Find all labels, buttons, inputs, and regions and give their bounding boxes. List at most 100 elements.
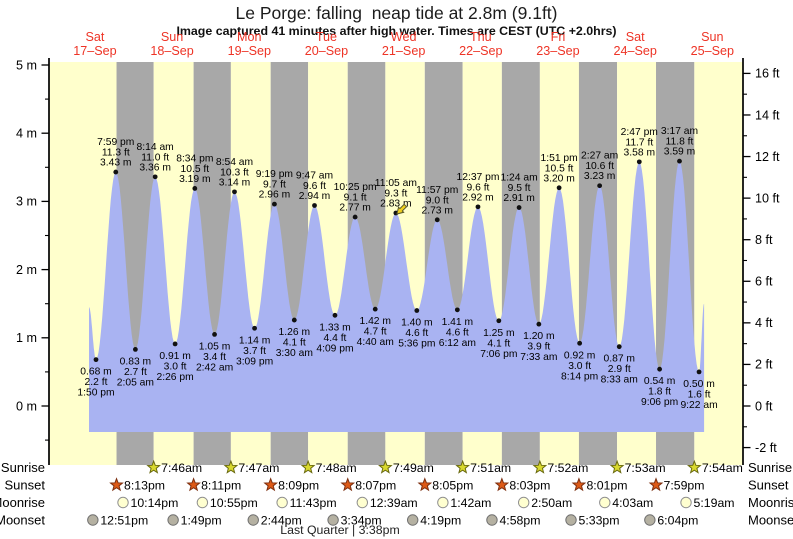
day-date-label: 20–Sep xyxy=(305,44,348,58)
moonset-time: 5:33pm xyxy=(579,513,620,527)
tide-high-label: 2:27 am xyxy=(581,151,618,162)
tide-high-label: 3.14 m xyxy=(219,177,250,188)
sunrise-star-icon xyxy=(455,459,470,474)
tide-low-label: 0.68 m xyxy=(80,367,111,378)
moonset-circle-icon xyxy=(167,514,179,526)
tide-high-label: 8:14 am xyxy=(137,142,174,153)
astro-row-label-left: Moonrise xyxy=(0,495,45,510)
moonrise-time: 4:03am xyxy=(612,496,653,510)
tide-low-point xyxy=(577,340,583,346)
day-name-label: Tue xyxy=(316,30,337,44)
tide-high-point xyxy=(192,186,198,191)
tide-low-label: 0.92 m xyxy=(564,350,595,361)
tide-high-label: 2.91 m xyxy=(503,193,534,204)
tide-low-label: 4.4 ft xyxy=(324,333,347,344)
tide-low-label: 3.0 ft xyxy=(164,361,187,372)
moonrise-circle-icon xyxy=(599,496,611,509)
sunset-star-icon xyxy=(571,477,587,492)
tide-high-label: 7:59 pm xyxy=(97,137,134,148)
tide-low-label: 3.0 ft xyxy=(568,361,591,372)
tide-low-label: 4:09 pm xyxy=(316,343,353,354)
day-date-label: 22–Sep xyxy=(459,44,502,58)
tide-high-label: 11:57 pm xyxy=(416,185,458,196)
astro-row-label-left: Moonset xyxy=(0,513,45,528)
moonset-circle-icon xyxy=(327,514,339,526)
astro-row-label-left: Sunset xyxy=(5,478,46,493)
tide-low-point xyxy=(414,308,420,313)
tide-high-label: 11.3 ft xyxy=(102,148,130,159)
sunset-star-icon xyxy=(109,477,124,492)
moonrise-time: 2:50am xyxy=(531,496,572,510)
tide-low-label: 1:50 pm xyxy=(77,388,114,399)
tide-area xyxy=(89,161,705,432)
day-name-label: Sat xyxy=(626,30,645,44)
tide-low-label: 1.14 m xyxy=(239,335,270,346)
tide-high-point xyxy=(516,205,522,210)
tide-low-label: 3:30 am xyxy=(276,348,313,359)
sunrise-star-icon xyxy=(223,459,239,474)
right-axis-tick-label: 12 ft xyxy=(755,150,780,164)
tide-low-label: 1.8 ft xyxy=(648,387,671,398)
tide-low-label: 1.41 m xyxy=(442,317,473,328)
tide-high-label: 8:34 pm xyxy=(176,153,213,164)
sunrise-time: 7:47am xyxy=(238,461,279,475)
day-name-label: Sun xyxy=(701,30,723,44)
tide-high-label: 2.94 m xyxy=(299,191,330,202)
tide-low-label: 0.54 m xyxy=(644,376,675,387)
tide-high-label: 9:19 pm xyxy=(256,169,293,180)
tide-high-label: 11:05 am xyxy=(375,178,417,189)
moonset-time: 1:49pm xyxy=(181,513,222,527)
left-axis-tick-label: 5 m xyxy=(16,58,37,72)
tide-low-label: 1.40 m xyxy=(401,318,432,329)
sunrise-star-icon xyxy=(300,459,316,474)
day-name-label: Sun xyxy=(161,30,183,44)
tide-low-point xyxy=(172,341,178,347)
tide-low-label: 1.6 ft xyxy=(688,389,711,400)
tide-high-point xyxy=(232,189,237,195)
sunset-time: 8:09pm xyxy=(278,478,319,492)
tide-high-label: 9.6 ft xyxy=(467,182,490,193)
moonset-time: 12:51pm xyxy=(100,513,148,527)
right-axis-tick-label: -2 ft xyxy=(755,441,777,455)
day-name-label: Fri xyxy=(551,30,566,44)
tide-high-label: 10:25 pm xyxy=(334,182,377,193)
tide-high-point xyxy=(312,203,317,208)
day-date-label: 19–Sep xyxy=(228,44,271,58)
tide-low-label: 4.6 ft xyxy=(405,328,428,339)
moonset-circle-icon xyxy=(247,514,259,526)
left-axis-tick-label: 4 m xyxy=(16,127,37,141)
tide-high-point xyxy=(152,174,158,180)
tide-high-point xyxy=(272,201,277,207)
sunset-time: 8:11pm xyxy=(201,478,241,492)
tide-low-label: 2.7 ft xyxy=(124,367,147,378)
moonrise-time: 10:55pm xyxy=(210,496,258,510)
tide-low-point xyxy=(696,369,702,375)
right-axis-tick-label: 16 ft xyxy=(755,67,780,81)
page-title: Le Porge: falling neap tide at 2.8m (9.1… xyxy=(235,3,558,23)
tide-low-point xyxy=(536,321,542,327)
right-axis-tick-label: 0 ft xyxy=(755,399,773,413)
right-axis-tick-label: 10 ft xyxy=(755,191,780,205)
sunrise-time: 7:48am xyxy=(316,461,357,475)
day-date-label: 17–Sep xyxy=(73,44,116,58)
tide-high-label: 2.83 m xyxy=(380,198,411,209)
tide-high-label: 1:24 am xyxy=(500,173,537,184)
day-date-label: 25–Sep xyxy=(691,44,734,58)
tide-low-label: 5:36 pm xyxy=(398,339,435,350)
tide-high-label: 2:47 pm xyxy=(621,127,658,138)
tide-low-label: 4.1 ft xyxy=(487,338,510,349)
tide-low-label: 1.42 m xyxy=(359,316,390,327)
tide-low-label: 7:06 pm xyxy=(480,349,517,360)
tide-low-label: 0.83 m xyxy=(120,356,151,367)
moonset-time: 4:58pm xyxy=(499,513,540,527)
tide-low-label: 9:06 pm xyxy=(641,397,678,408)
tide-low-label: 2:26 pm xyxy=(156,372,193,383)
sunrise-time: 7:49am xyxy=(393,461,434,475)
tide-low-label: 2:42 am xyxy=(196,362,233,373)
day-date-label: 23–Sep xyxy=(536,44,579,58)
tide-high-label: 11.8 ft xyxy=(666,137,694,148)
tide-high-label: 3.19 m xyxy=(179,174,210,185)
tide-low-point xyxy=(657,366,663,372)
